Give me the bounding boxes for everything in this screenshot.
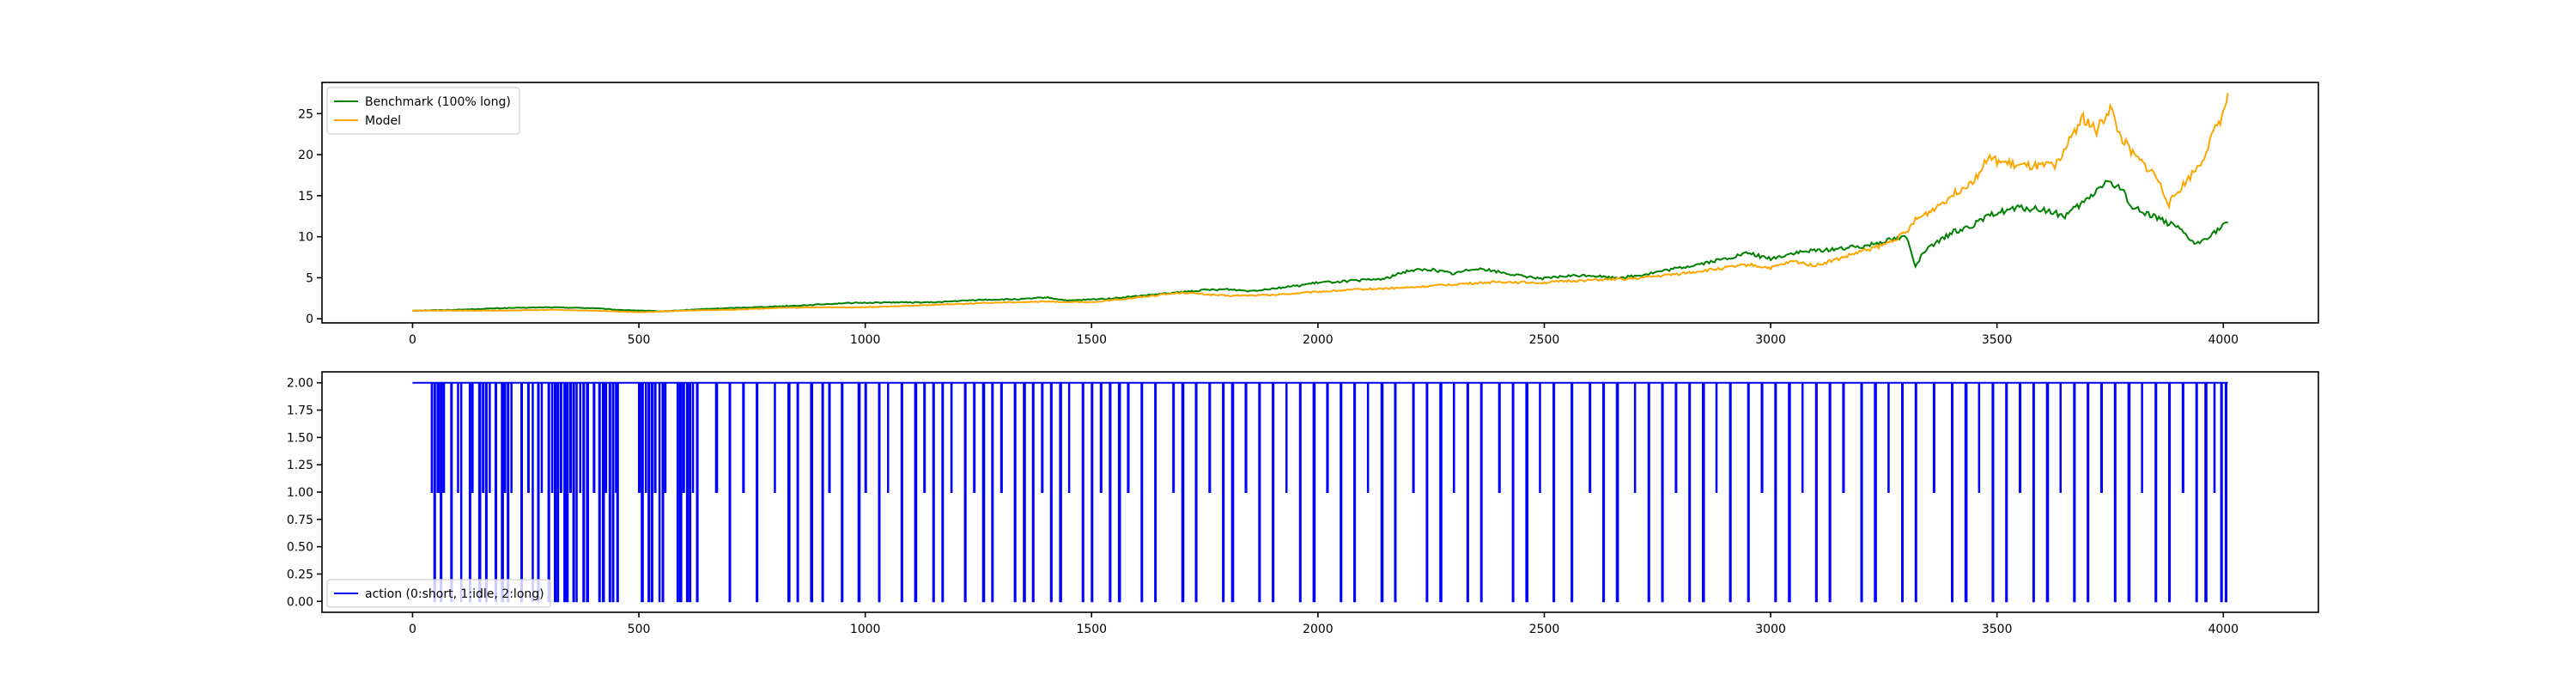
plot-area [412,93,2229,313]
y-tick-label: 0.00 [287,595,313,609]
x-tick-label: 2500 [1529,623,1560,636]
legend-box [326,87,520,135]
x-tick-label: 3500 [1982,333,2013,347]
legend: Benchmark (100% long) Model [326,87,520,135]
x-tick-label: 0 [409,333,416,347]
x-tick-label: 1500 [1076,333,1107,347]
x-tick-label: 1500 [1076,623,1107,636]
x-tick-label: 2000 [1303,333,1334,347]
series-line-1 [412,179,2228,313]
y-tick-label: 0.50 [287,541,313,555]
x-tick-label: 3500 [1982,623,2013,636]
y-tick-label: 20 [298,149,313,162]
y-tick-label: 25 [298,107,313,121]
series-line-1 [412,381,2228,603]
series-line-2 [412,93,2229,313]
y-tick-label: 10 [298,231,313,245]
y-tick-label: 15 [298,190,313,204]
y-tick-label: 1.25 [287,459,313,472]
x-tick-label: 1000 [850,333,881,347]
x-tick-label: 0 [409,623,416,636]
legend-label: Model [365,114,401,128]
y-tick-label: 0 [306,313,313,326]
x-tick-label: 500 [628,623,651,636]
axes-frame [321,82,2319,324]
legend: action (0:short, 1:idle, 2:long) [326,579,551,608]
axes-2: 0 500 1000 1500 2000 2500 3000 3500 4000 0.00 0.25… [287,371,2319,636]
y-tick-label: 5 [306,271,313,285]
y-tick-label: 1.00 [287,486,313,500]
legend-box [326,579,551,608]
x-tick-label: 2500 [1529,333,1560,347]
y-tick-label: 0.25 [287,568,313,581]
y-tick-label: 2.00 [287,377,313,391]
y-tick-label: 0.75 [287,514,313,527]
y-tick-label: 1.50 [287,431,313,445]
y-tick-label: 1.75 [287,404,313,418]
legend-label: action (0:short, 1:idle, 2:long) [365,587,544,601]
x-tick-label: 4000 [2208,333,2239,347]
x-tick-label: 500 [628,333,651,347]
x-tick-label: 2000 [1303,623,1334,636]
x-tick-label: 4000 [2208,623,2239,636]
axes-1: 0 500 1000 1500 2000 2500 3000 3500 4000 0 5 10 15 20… [298,82,2319,347]
x-tick-label: 3000 [1755,623,1786,636]
x-tick-label: 1000 [850,623,881,636]
legend-label: Benchmark (100% long) [365,95,511,109]
x-tick-label: 3000 [1755,333,1786,347]
plot-area [412,381,2228,603]
